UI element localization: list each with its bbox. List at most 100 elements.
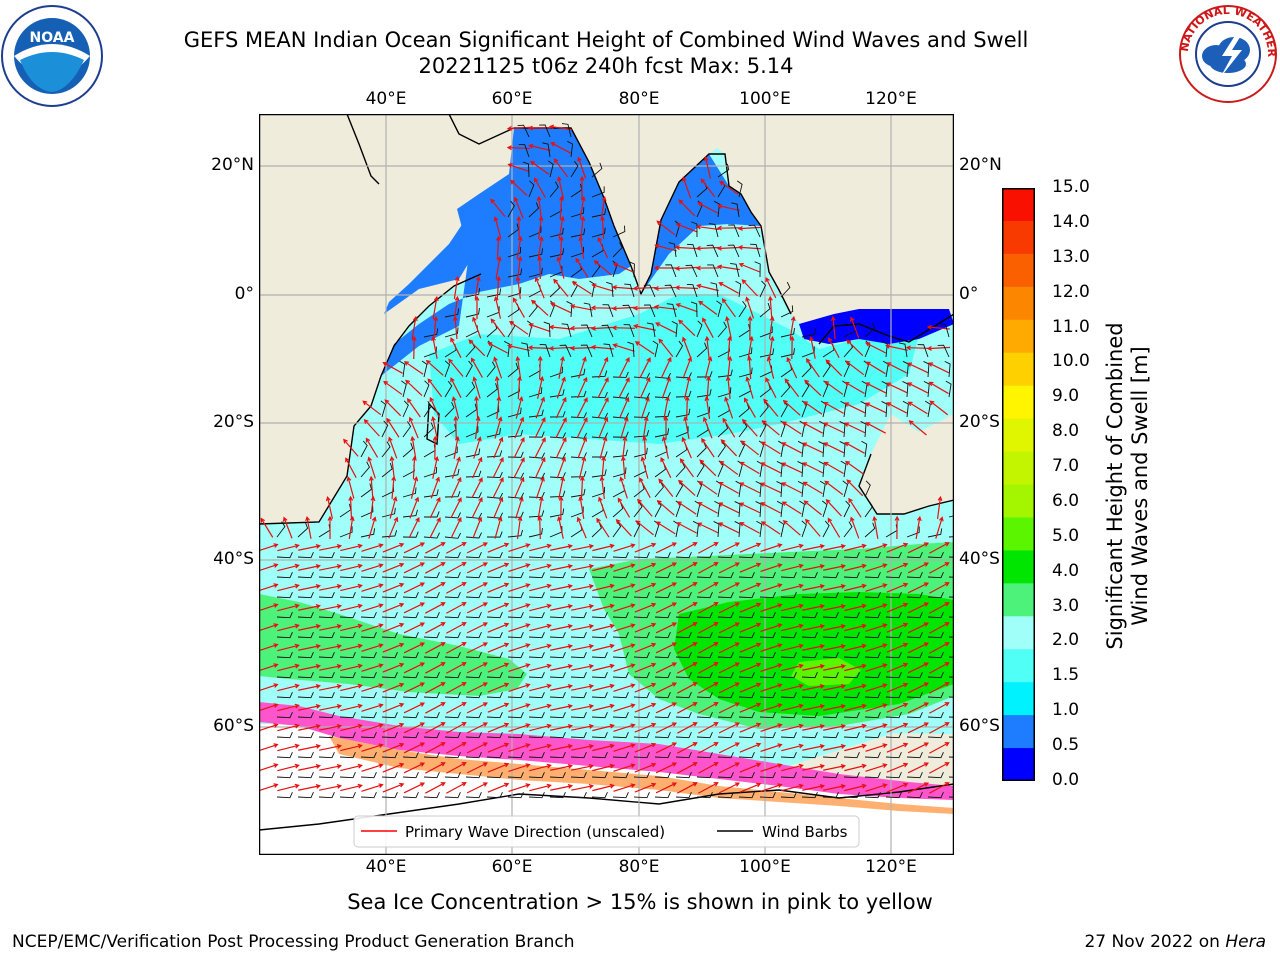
wind-barb [885, 631, 902, 639]
wave-direction-arrow [430, 476, 440, 499]
wave-direction-arrow [823, 604, 846, 611]
wave-direction-arrow [660, 356, 672, 379]
wave-direction-arrow [340, 643, 363, 652]
wave-direction-arrow [845, 460, 865, 475]
wind-barb [539, 124, 551, 138]
wind-barb [906, 791, 923, 799]
wind-barb [612, 467, 627, 478]
wave-direction-arrow [530, 160, 550, 175]
wave-direction-arrow [408, 516, 420, 539]
wave-direction-arrow [529, 723, 552, 732]
wave-direction-arrow [682, 176, 692, 199]
wind-barb [822, 691, 839, 699]
wave-direction-arrow [517, 255, 523, 279]
wind-barb [465, 631, 482, 639]
wave-direction-arrow [507, 163, 530, 173]
wave-direction-arrow [865, 563, 888, 572]
wave-direction-arrow [865, 683, 888, 692]
wind-barb [444, 490, 461, 498]
wave-direction-arrow [537, 235, 544, 259]
wave-direction-arrow [529, 703, 552, 712]
wave-direction-arrow [718, 180, 739, 195]
wind-barb [654, 771, 671, 779]
wave-direction-arrow [634, 762, 657, 773]
wave-direction-arrow [569, 304, 593, 311]
wave-direction-arrow [823, 664, 846, 671]
wind-barb [906, 551, 923, 559]
wind-barb [381, 751, 398, 759]
wave-direction-arrow [576, 516, 587, 539]
wave-direction-arrow [613, 743, 636, 752]
wave-direction-arrow [410, 435, 417, 459]
wind-barb [381, 571, 398, 579]
wave-direction-arrow [529, 783, 552, 792]
wind-barb [381, 691, 398, 699]
wind-barb [713, 200, 720, 218]
wave-direction-arrow [634, 622, 657, 633]
wind-barb [549, 671, 566, 679]
wave-direction-arrow [453, 435, 460, 459]
wave-direction-arrow [298, 624, 321, 631]
wave-direction-arrow [702, 416, 713, 439]
wind-barb [864, 571, 881, 579]
wave-direction-arrow [550, 604, 573, 611]
wave-direction-arrow [512, 297, 525, 318]
wind-barb [717, 731, 734, 739]
wind-barb [735, 280, 742, 298]
wind-barb [818, 460, 825, 478]
wave-direction-arrow [718, 782, 740, 794]
wave-direction-arrow [739, 782, 762, 793]
wave-direction-arrow [634, 702, 657, 713]
wind-barb [675, 791, 692, 799]
wave-direction-arrow [724, 396, 734, 419]
wave-direction-arrow [658, 338, 674, 358]
wave-direction-arrow [760, 563, 783, 572]
wind-barb [423, 591, 440, 599]
wind-barb [507, 711, 524, 719]
wave-direction-arrow [620, 416, 629, 439]
wave-direction-arrow [493, 496, 504, 519]
lat-tick-right: 0° [959, 284, 979, 304]
wave-direction-arrow [802, 604, 825, 611]
wind-barb [486, 631, 503, 639]
wave-direction-arrow [515, 396, 524, 419]
wave-direction-arrow [823, 684, 846, 691]
wind-barb [423, 422, 434, 438]
wave-direction-arrow [802, 684, 825, 691]
wind-barb [318, 691, 335, 699]
wind-barb [696, 551, 713, 559]
wind-barb [444, 631, 461, 639]
wave-direction-arrow [508, 583, 531, 593]
wave-direction-arrow [493, 216, 502, 239]
wind-barb [465, 492, 482, 499]
wave-direction-arrow [403, 622, 426, 634]
wave-direction-arrow [487, 762, 510, 773]
wind-barb [423, 466, 438, 478]
wind-barb [297, 522, 309, 538]
wave-direction-arrow [361, 763, 384, 772]
wave-direction-arrow [558, 215, 565, 239]
noaa-logo-icon: NOAA [1, 5, 103, 107]
wind-barb [402, 509, 418, 518]
wave-direction-arrow [613, 703, 636, 712]
wave-direction-arrow [277, 723, 300, 732]
wave-direction-arrow [929, 762, 950, 774]
wind-barb [717, 791, 734, 799]
wind-barb [748, 224, 761, 238]
wind-barb [360, 591, 377, 599]
wave-direction-arrow [508, 603, 531, 613]
wind-barb [675, 751, 692, 759]
wind-barb [843, 591, 860, 599]
wave-direction-arrow [529, 603, 552, 612]
wind-barb [528, 202, 540, 218]
wave-direction-arrow [571, 544, 594, 551]
wind-barb [864, 591, 881, 599]
wind-barb [539, 344, 551, 358]
wave-direction-arrow [886, 742, 909, 753]
wave-direction-arrow [929, 562, 950, 574]
wave-direction-arrow [425, 622, 446, 634]
wave-direction-arrow [370, 495, 376, 519]
wave-direction-arrow [844, 683, 867, 692]
wind-barb [780, 771, 797, 779]
wave-direction-arrow [865, 643, 888, 652]
